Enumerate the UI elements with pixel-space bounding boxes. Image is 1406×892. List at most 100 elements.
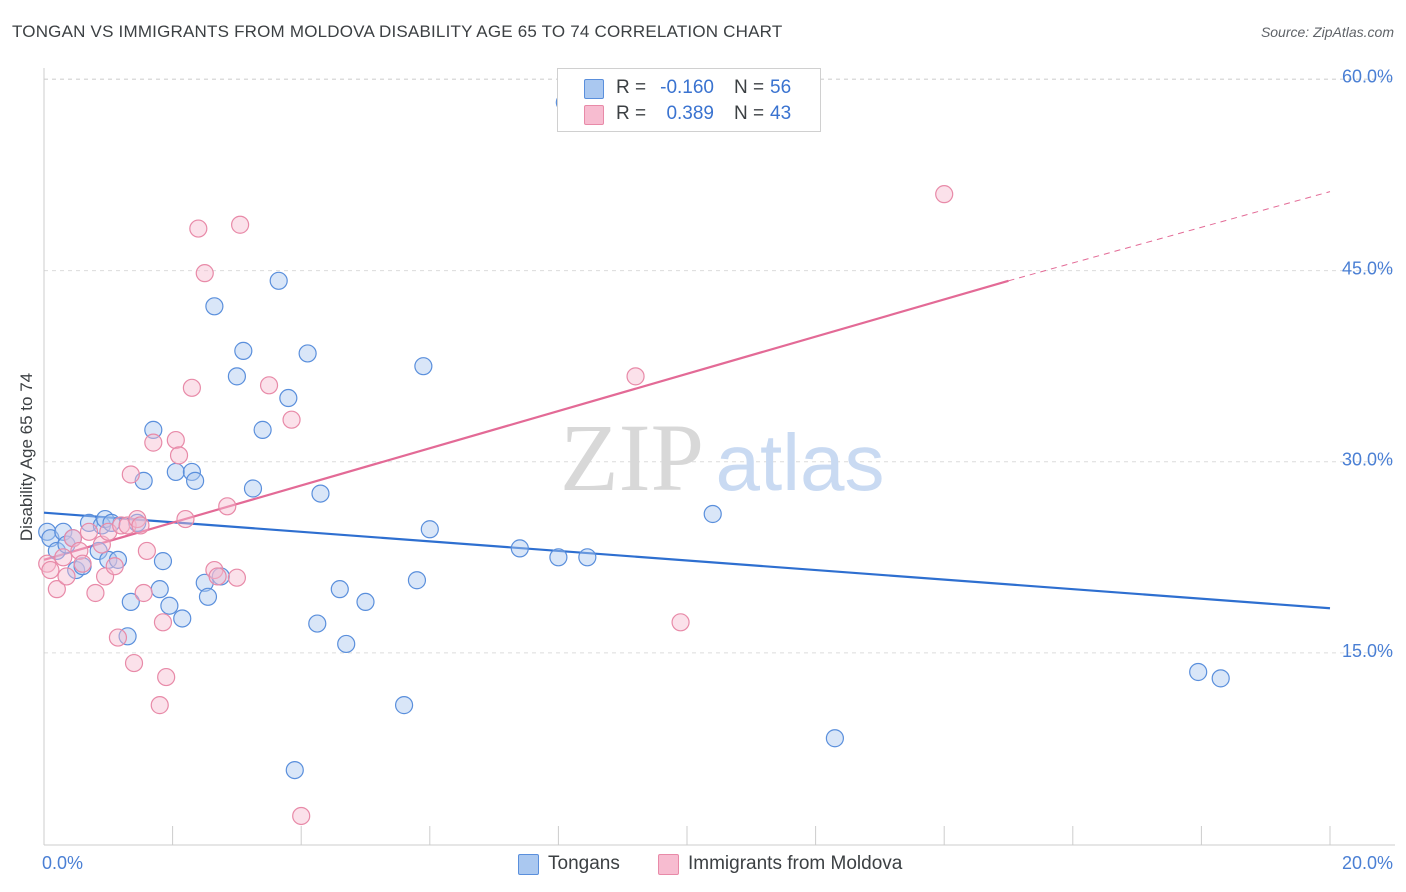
tongan-trend-line [43,511,1331,610]
tongan-point [150,580,169,599]
moldova-point [935,185,954,204]
moldova-point [189,219,208,238]
bottom-legend-label-tongans: Tongans [548,853,620,874]
tongan-point [186,471,205,490]
moldova-point [112,516,131,535]
y-tick-label: 30.0% [1342,450,1393,470]
correlation-legend: R = -0.160 N = 56 R = 0.389 N = 43 [557,68,821,132]
legend-row-moldova: R = 0.389 N = 43 [558,102,820,128]
moldova-point [671,613,690,632]
legend-swatch-tongans [584,79,604,99]
moldova-point [41,560,60,580]
moldova-point [169,446,189,465]
watermark-atlas: atlas [716,418,885,507]
x-tick-label: 20.0% [1342,853,1393,873]
moldova-point [150,696,169,715]
legend-swatch-moldova [584,105,604,125]
moldova-point [105,557,124,576]
moldova-point [227,568,246,587]
moldova-point [57,567,76,586]
watermark: ZIP atlas [560,404,884,511]
grid-lines [44,78,1395,654]
moldova-point [182,378,201,397]
tongan-point [118,627,137,646]
tongan-point [578,548,597,567]
moldova-point [108,628,128,647]
data-points [38,93,1230,826]
tongan-point [549,548,568,567]
tongan-point [173,609,192,628]
moldova-point [134,583,153,603]
tongan-point [330,580,349,599]
x-tick-label: 0.0% [42,853,83,873]
axes [43,68,1395,846]
moldova-point [231,215,250,234]
tongan-point [703,504,722,524]
moldova-point [73,554,92,573]
moldova-point [121,465,140,484]
tongan-point [198,587,218,606]
tongan-point [166,462,185,482]
moldova-trend-line [43,279,1009,561]
tongan-point [510,539,529,558]
moldova-trend-extension [1008,191,1331,282]
moldova-point [626,367,645,386]
moldova-point [208,567,227,586]
tongan-point [308,614,327,633]
source-label: Source: ZipAtlas.com [1260,24,1394,40]
moldova-point [282,410,301,429]
tongan-point [311,484,330,503]
tick-labels: 15.0% 30.0% 45.0% 60.0% 0.0% 20.0% [42,66,1393,873]
tongan-point [144,420,163,439]
tongan-point [414,357,433,376]
tongan-point [253,420,272,439]
chart-title: TONGAN VS IMMIGRANTS FROM MOLDOVA DISABI… [12,22,783,41]
moldova-point [144,433,163,452]
tongan-point [1211,669,1230,688]
tongan-point [825,729,844,748]
tongan-point [337,634,356,654]
trend-lines [43,191,1331,610]
tongan-point [160,596,179,615]
legend-r-label: R = [616,77,647,98]
tongan-point [205,297,224,316]
moldova-point [54,548,73,567]
tongan-point [234,341,253,360]
moldova-point [259,376,279,395]
moldova-point [176,509,195,529]
tongan-point [285,760,304,780]
legend-r-value: -0.160 [660,77,714,98]
moldova-point [137,541,156,561]
legend-n-label: N = [734,77,765,98]
legend-n-value: 43 [770,103,792,124]
moldova-point [118,516,137,535]
tongan-point [407,571,427,590]
legend-r-value: 0.389 [666,103,714,124]
tongan-point [227,367,246,386]
tongan-point [243,479,263,498]
moldova-point [47,580,66,599]
y-axis-title: Disability Age 65 to 74 [17,373,36,541]
watermark-zip: ZIP [560,404,704,511]
y-tick-label: 45.0% [1342,259,1393,279]
legend-row-tongans: R = -0.160 N = 56 [558,76,820,102]
moldova-point [79,522,99,541]
moldova-point [195,264,214,283]
bottom-legend-swatch-moldova [658,854,679,875]
tongan-point [279,388,298,408]
moldova-point [292,806,311,826]
tongan-point [298,344,317,363]
moldova-point [166,430,185,450]
tongan-point [1189,662,1208,682]
moldova-point [124,653,144,673]
legend-r-label: R = [616,103,647,124]
moldova-point [153,613,173,632]
moldova-point [86,583,105,603]
y-tick-label: 60.0% [1342,66,1393,86]
tongan-point [153,552,173,571]
legend-n-value: 56 [770,77,792,98]
tongan-point [121,592,140,612]
moldova-point [218,497,237,516]
y-tick-label: 15.0% [1342,641,1393,661]
